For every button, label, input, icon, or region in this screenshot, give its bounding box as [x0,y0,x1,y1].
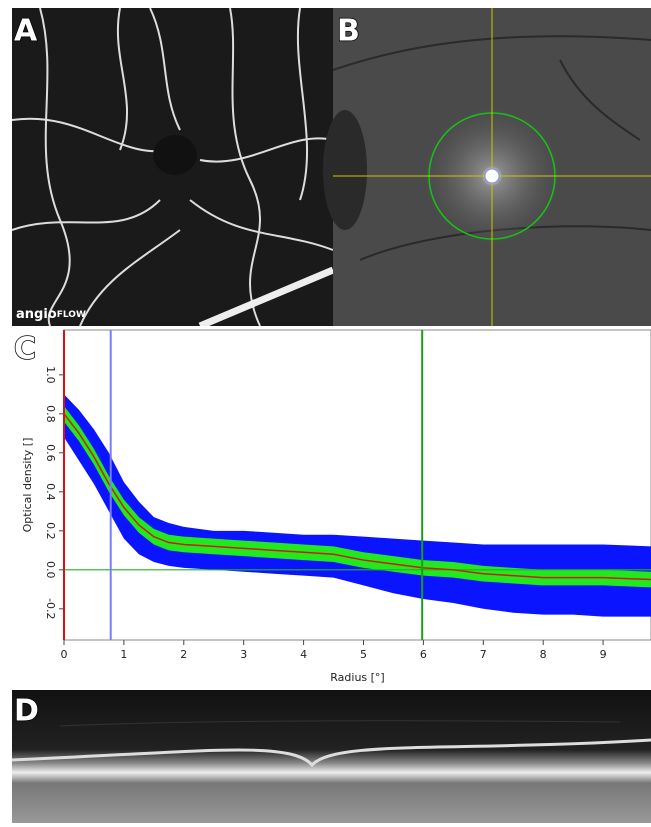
outer-band [64,394,651,617]
y-tick-label: 0.6 [44,444,57,462]
panel-a: angioFLOW A [11,7,335,330]
x-tick-label: 5 [360,648,367,661]
y-tick-label: 0.4 [44,483,57,501]
x-tick-label: 7 [480,648,487,661]
panel-label: A [14,14,38,49]
panel-label: C [14,332,36,367]
fovea [153,135,197,175]
x-tick-label: 6 [420,648,427,661]
x-tick-label: 8 [540,648,547,661]
y-tick-label: -0.2 [44,598,57,619]
optic-disc [323,110,367,230]
y-tick-label: 0.2 [44,522,57,540]
inner-band [64,406,651,588]
vitreous-boundary [59,720,621,727]
panel-label: B [337,14,360,49]
x-tick-label: 3 [240,648,247,661]
x-tick-label: 1 [120,648,127,661]
panel-d: D [11,690,651,823]
vessels [11,7,334,327]
y-tick-label: 0.0 [44,561,57,579]
y-axis-title: Optical density [] [21,438,34,533]
y-tick-label: 1.0 [44,366,57,384]
logo: angioFLOW [16,307,86,322]
panel-c: 0 1 2 3 4 5 6 7 8 9 -0.2 0.0 0.2 0.4 0.6 0.8 1.0 Radius [… [12,326,651,686]
mean-line [63,413,651,581]
panel-label: D [14,694,39,729]
panel-b: B [323,8,651,326]
logo-part: angio [16,307,57,322]
x-tick-label: 4 [300,648,307,661]
y-tick-label: 0.8 [44,405,57,423]
x-tick-label: 0 [61,648,68,661]
logo-part: FLOW [57,310,86,320]
x-tick-label: 9 [600,648,607,661]
x-tick-label: 2 [180,648,187,661]
large-vessel [198,266,335,330]
retina-layer [11,738,651,768]
x-axis-title: Radius [°] [330,671,384,684]
center-marker [484,168,500,184]
